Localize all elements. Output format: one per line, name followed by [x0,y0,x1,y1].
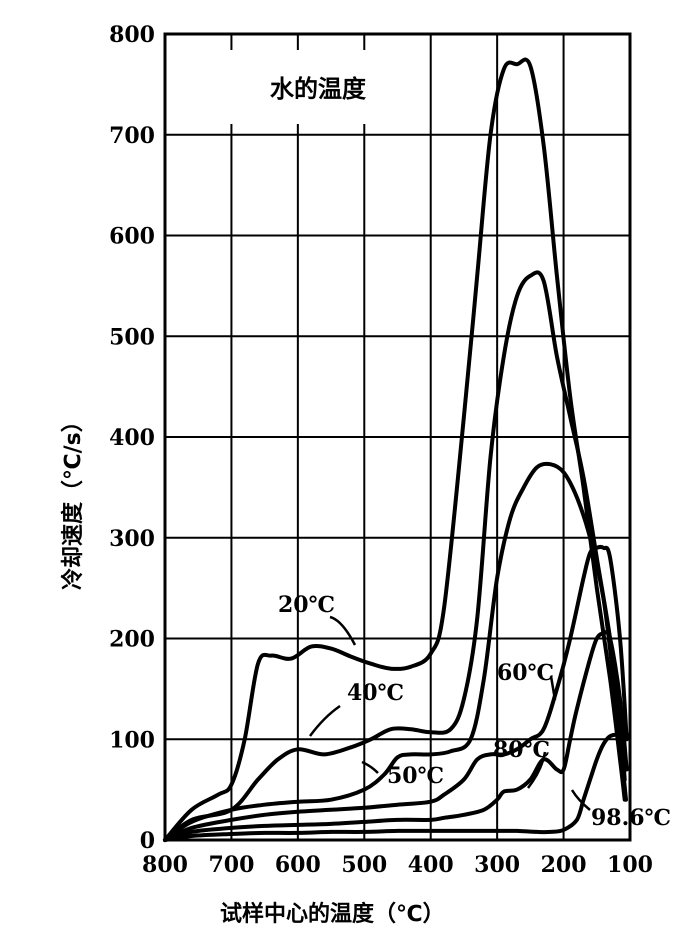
series-line-4 [163,629,629,842]
leader-50 [361,760,379,774]
series-line-5 [163,732,629,842]
chart-title: 水的温度 [270,75,367,103]
y-tick-label: 400 [109,425,155,451]
leader-98 [570,789,591,811]
x-tick-label: 100 [607,852,653,878]
series-line-1 [163,270,627,842]
series-line-2 [163,461,628,842]
x-tick-label: 700 [208,852,254,878]
leader-80 [527,751,547,789]
y-axis-title: 冷却速度（℃/s） [60,410,86,590]
x-tick-label: 800 [142,852,188,878]
leader-20 [329,615,357,646]
grid-layer [163,32,632,842]
curve-label-98: 98.6℃ [591,805,671,831]
y-tick-label: 700 [109,123,155,149]
curve-label-50: 50℃ [387,763,444,789]
y-tick-label: 300 [109,526,155,552]
series-layer [163,57,629,842]
y-tick-label: 100 [109,727,155,753]
leader-40 [308,704,341,737]
series-line-0 [163,57,627,842]
curve-label-60: 60℃ [497,660,554,686]
x-tick-label: 300 [474,852,520,878]
curve-label-40: 40℃ [347,680,404,706]
y-tick-label: 0 [140,828,155,854]
title-box [172,50,428,124]
x-axis-title: 试样中心的温度（℃） [220,901,445,927]
curve-label-80: 80℃ [493,737,550,763]
x-tick-label: 200 [541,852,587,878]
series-line-3 [163,544,629,842]
curve-label-20: 20℃ [278,592,335,618]
y-tick-label: 600 [109,224,155,250]
x-tick-label: 600 [275,852,321,878]
y-tick-label: 500 [109,324,155,350]
y-tick-label: 200 [109,627,155,653]
leader-60 [549,675,557,701]
x-tick-label: 400 [408,852,454,878]
x-tick-label: 500 [341,852,387,878]
y-tick-label: 800 [109,22,155,48]
tick-layer: 0 100 200 300 400 500 600 700 800 800 700 600 500 400… [109,22,653,878]
